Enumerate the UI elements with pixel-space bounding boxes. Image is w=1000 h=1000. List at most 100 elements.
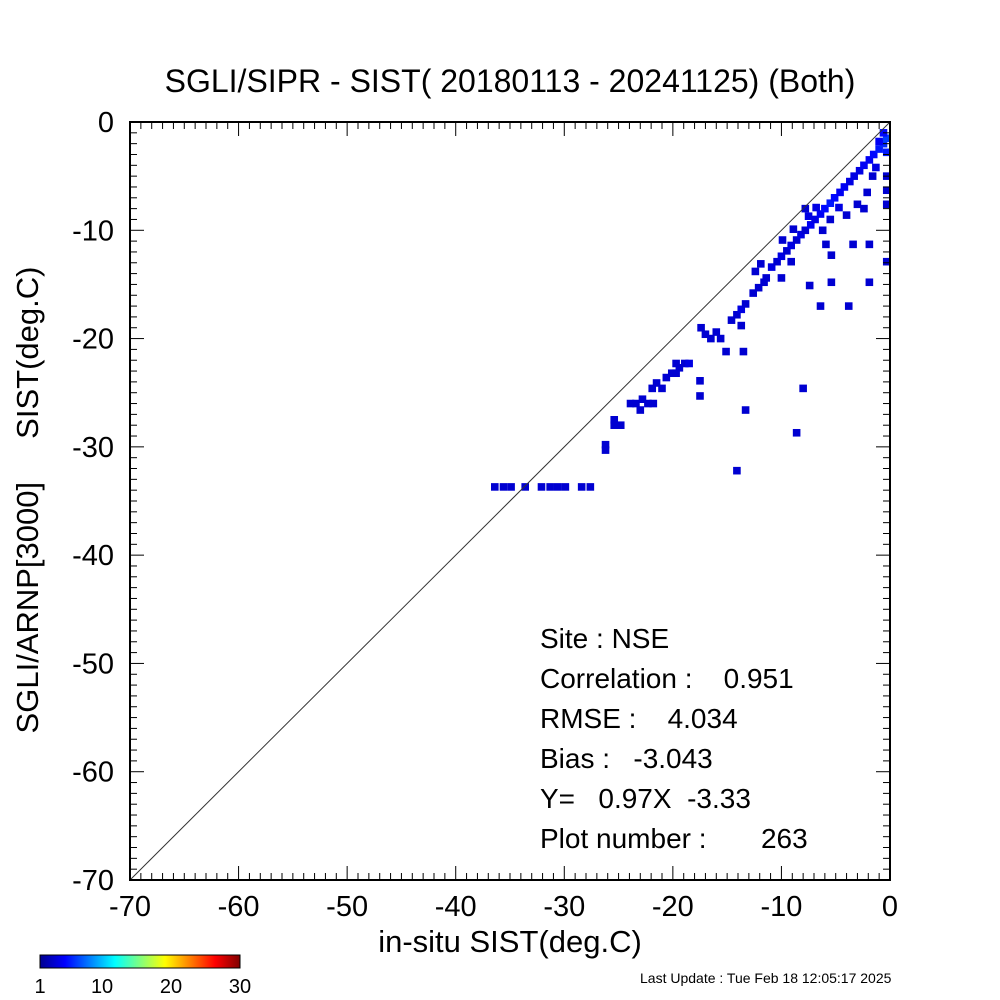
density-cell	[727, 316, 736, 324]
x-tick-label: 0	[882, 891, 898, 923]
density-cell	[812, 203, 820, 212]
density-cell	[737, 305, 746, 314]
density-cell	[696, 392, 704, 400]
density-cell	[626, 399, 635, 408]
density-cell	[818, 226, 827, 235]
stat-line: Y= 0.97X -3.33	[540, 783, 751, 814]
x-axis-label: in-situ SIST(deg.C)	[378, 924, 642, 959]
colorbar-labels: 1 10 20 30	[34, 976, 251, 998]
density-cell	[853, 200, 862, 209]
density-cell	[632, 399, 640, 408]
density-cell	[865, 278, 874, 287]
density-cell	[696, 377, 704, 385]
x-tick-label: -50	[326, 891, 368, 923]
density-cell	[882, 200, 891, 209]
density-cell	[804, 212, 813, 220]
density-cell	[792, 236, 801, 244]
density-cell	[777, 274, 786, 282]
density-cell	[844, 302, 853, 310]
density-cell	[521, 483, 529, 491]
chart-title: SGLI/SIPR - SIST( 20180113 - 20241125) (…	[165, 63, 856, 99]
density-cell	[601, 440, 610, 449]
density-cell	[652, 379, 661, 387]
density-cell	[849, 240, 857, 249]
density-cell	[716, 334, 725, 343]
density-cell	[638, 395, 647, 403]
density-cell	[701, 330, 710, 339]
density-cell	[741, 406, 750, 414]
density-cell	[499, 483, 508, 491]
density-cell	[610, 416, 619, 424]
density-cell	[773, 257, 781, 266]
y-tick-label: -20	[72, 324, 114, 356]
y-tick-label: -10	[72, 215, 114, 247]
colorbar-tick-label: 10	[91, 976, 113, 998]
x-tick-label: -60	[218, 891, 260, 923]
y-tick-label: -70	[72, 865, 114, 897]
density-cell	[882, 186, 891, 195]
density-cell	[561, 483, 570, 491]
density-cell	[733, 310, 741, 319]
density-cell	[875, 137, 883, 146]
one-to-one-line	[129, 121, 891, 881]
colorbar-tick-label: 1	[34, 976, 45, 998]
density-cell	[872, 163, 880, 172]
density-cell	[685, 359, 693, 368]
density-cell	[882, 257, 891, 266]
density-cell	[537, 483, 546, 491]
density-cell	[850, 172, 858, 180]
density-cells	[491, 129, 891, 491]
x-tick-label: -40	[435, 891, 477, 923]
density-cell	[787, 257, 795, 266]
colorbar-tick-label: 30	[229, 976, 251, 998]
colorbar-tick-label: 20	[160, 976, 182, 998]
density-cell	[840, 183, 849, 191]
y-tick-label: 0	[98, 107, 114, 139]
density-cell	[697, 323, 705, 332]
density-cell	[741, 300, 750, 308]
density-cell	[722, 347, 730, 356]
density-cell	[681, 359, 689, 368]
density-cell	[491, 483, 499, 491]
density-cell	[822, 240, 830, 249]
x-tick-label: -30	[543, 891, 585, 923]
density-cell	[806, 221, 815, 229]
density-cell	[737, 321, 746, 330]
density-cell	[749, 289, 757, 297]
density-cell	[811, 215, 819, 224]
density-cell	[667, 369, 676, 378]
y-tick-label: -50	[72, 648, 114, 680]
density-cell	[672, 359, 680, 368]
density-cell	[827, 278, 836, 287]
density-cell	[868, 172, 877, 180]
density-cell	[842, 211, 851, 219]
density-cell	[507, 483, 515, 491]
density-cell	[797, 230, 805, 239]
density-cell	[860, 204, 868, 213]
y-tick-label: -40	[72, 540, 114, 572]
density-cell	[826, 215, 835, 224]
density-cell	[816, 210, 825, 218]
density-cell	[827, 251, 836, 259]
x-tick-label: -10	[760, 891, 802, 923]
density-cell	[799, 384, 807, 393]
density-cell	[882, 134, 891, 143]
density-cell	[553, 483, 562, 491]
density-cell	[610, 421, 619, 429]
density-cell	[826, 199, 835, 207]
density-cell	[636, 406, 645, 414]
stat-line: Bias : -3.043	[540, 743, 713, 774]
density-cell	[644, 399, 652, 408]
density-cell	[733, 466, 741, 475]
density-cell	[762, 274, 771, 282]
density-cell	[707, 334, 715, 343]
y-tick-label: -30	[72, 432, 114, 464]
density-cell	[787, 241, 795, 250]
density-cell	[760, 278, 768, 287]
x-tick-label: -20	[652, 891, 694, 923]
stat-line: Correlation : 0.951	[540, 663, 794, 694]
density-cell	[675, 364, 684, 372]
density-cell	[739, 347, 748, 356]
density-cell	[672, 369, 680, 378]
